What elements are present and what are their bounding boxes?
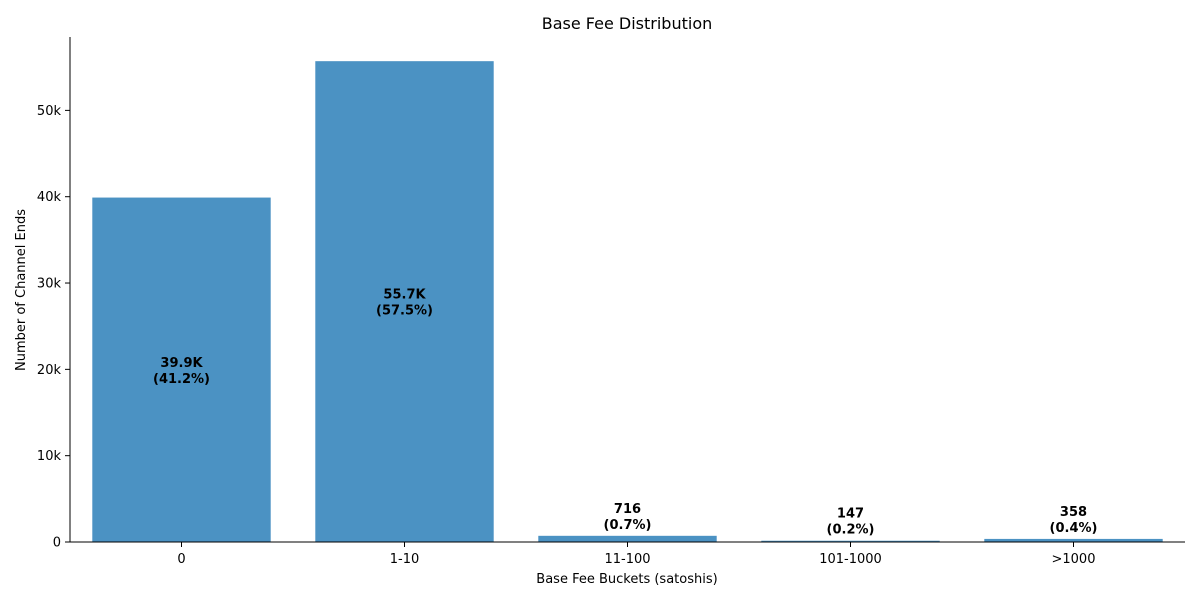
bar-percent-label-3: (0.2%) (827, 523, 875, 538)
y-tick-label-4: 40k (37, 190, 62, 205)
bar-4 (984, 538, 1163, 542)
bar-labels-group: 39.9K(41.2%) 55.7K(57.5%) 716(0.7%) 147(0.2… (153, 288, 1097, 538)
bar-0 (92, 197, 271, 543)
x-tick-label-2: 11-100 (604, 552, 650, 567)
y-tick-label-5: 50k (37, 104, 62, 119)
y-tick-label-0: 0 (53, 536, 61, 551)
bar-percent-label-0: (41.2%) (153, 372, 210, 387)
y-tick-label-3: 30k (37, 277, 62, 292)
x-tick-label-4: >1000 (1052, 552, 1096, 567)
x-axis-ticks: 0 1-10 11-100 101-1000 >1000 (177, 542, 1095, 567)
bar-2 (538, 535, 717, 542)
x-tick-label-1: 1-10 (390, 552, 420, 567)
chart-title: Base Fee Distribution (542, 14, 713, 33)
x-tick-label-0: 0 (177, 552, 185, 567)
bar-percent-label-1: (57.5%) (376, 304, 433, 319)
bars-group (92, 61, 1163, 543)
bar-3 (761, 540, 940, 542)
bar-percent-label-4: (0.4%) (1050, 521, 1098, 536)
bar-percent-label-2: (0.7%) (604, 518, 652, 533)
bar-value-label-0: 39.9K (160, 356, 203, 371)
bar-value-label-3: 147 (837, 507, 864, 522)
y-axis-ticks: 0 10k 20k 30k 40k 50k (37, 104, 70, 551)
bar-value-label-2: 716 (614, 502, 641, 517)
y-axis-label: Number of Channel Ends (14, 209, 29, 371)
x-tick-label-3: 101-1000 (819, 552, 882, 567)
bar-value-label-4: 358 (1060, 505, 1087, 520)
bar-1 (315, 61, 494, 543)
y-tick-label-2: 20k (37, 363, 62, 378)
x-axis-label: Base Fee Buckets (satoshis) (536, 572, 717, 587)
bar-value-label-1: 55.7K (383, 288, 426, 303)
y-tick-label-1: 10k (37, 449, 62, 464)
